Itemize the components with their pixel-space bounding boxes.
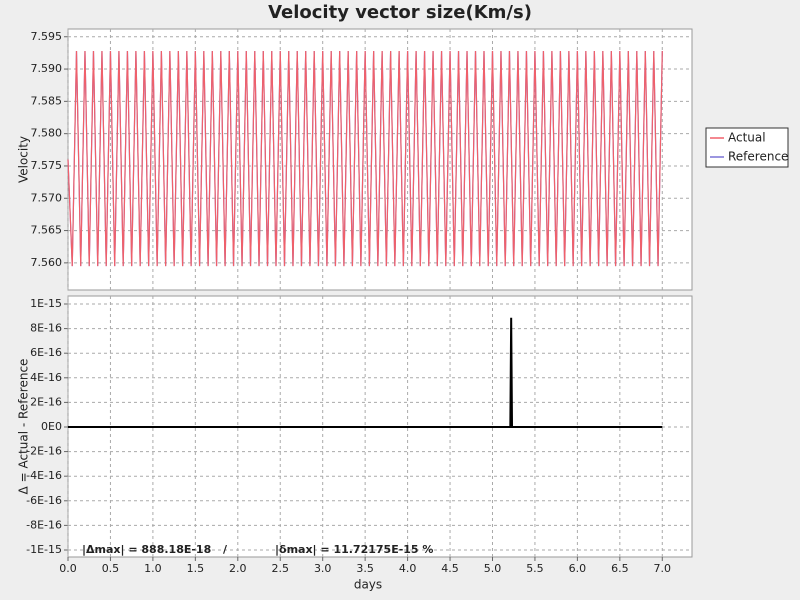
- chart-title: Velocity vector size(Km/s): [268, 2, 532, 23]
- x-tick-label: 4.5: [441, 562, 459, 575]
- legend-label: Actual: [728, 131, 766, 145]
- x-tick-label: 6.5: [611, 562, 629, 575]
- y-axis-label: Velocity: [17, 136, 31, 183]
- y-tick-label: -6E-16: [26, 494, 62, 507]
- annotation: |δmax| = 11.72175E-15 %: [275, 543, 433, 556]
- y-tick-label: 7.560: [31, 256, 63, 269]
- y-tick-label: 2E-16: [30, 395, 62, 408]
- y-tick-label: -1E-15: [26, 543, 62, 556]
- y-tick-label: 0E0: [41, 420, 62, 433]
- y-tick-label: 7.575: [31, 159, 63, 172]
- x-tick-label: 3.0: [314, 562, 332, 575]
- x-tick-label: 2.5: [271, 562, 289, 575]
- y-tick-label: 6E-16: [30, 346, 62, 359]
- y-tick-label: 7.565: [31, 224, 63, 237]
- x-tick-label: 0.5: [102, 562, 120, 575]
- y-tick-label: 7.595: [31, 30, 63, 43]
- x-tick-label: 2.0: [229, 562, 247, 575]
- annotation: /: [223, 543, 228, 556]
- y-tick-label: 7.580: [31, 127, 63, 140]
- y-tick-label: 7.570: [31, 191, 63, 204]
- series-line: [68, 317, 663, 428]
- x-tick-label: 4.0: [399, 562, 417, 575]
- x-tick-label: 7.0: [654, 562, 672, 575]
- x-tick-label: 0.0: [59, 562, 77, 575]
- legend-box: [705, 127, 789, 168]
- series-line: [67, 50, 663, 267]
- y-tick-label: 8E-16: [30, 322, 62, 335]
- legend-label: Reference: [728, 150, 788, 164]
- x-tick-label: 6.0: [569, 562, 587, 575]
- x-axis-label: days: [354, 578, 382, 592]
- y-tick-label: 7.590: [31, 62, 63, 75]
- x-tick-label: 3.5: [356, 562, 374, 575]
- x-tick-label: 5.5: [526, 562, 544, 575]
- annotation: |Δmax| = 888.18E-18: [82, 543, 211, 556]
- y-axis-label: Δ = Actual - Reference: [17, 359, 31, 495]
- x-tick-label: 1.5: [187, 562, 205, 575]
- y-tick-label: -2E-16: [26, 445, 62, 458]
- y-tick-label: -4E-16: [26, 469, 62, 482]
- y-tick-label: 4E-16: [30, 371, 62, 384]
- y-tick-label: 1E-15: [30, 297, 62, 310]
- x-tick-label: 5.0: [484, 562, 502, 575]
- y-tick-label: 7.585: [31, 94, 63, 107]
- x-tick-label: 1.0: [144, 562, 162, 575]
- y-tick-label: -8E-16: [26, 518, 62, 531]
